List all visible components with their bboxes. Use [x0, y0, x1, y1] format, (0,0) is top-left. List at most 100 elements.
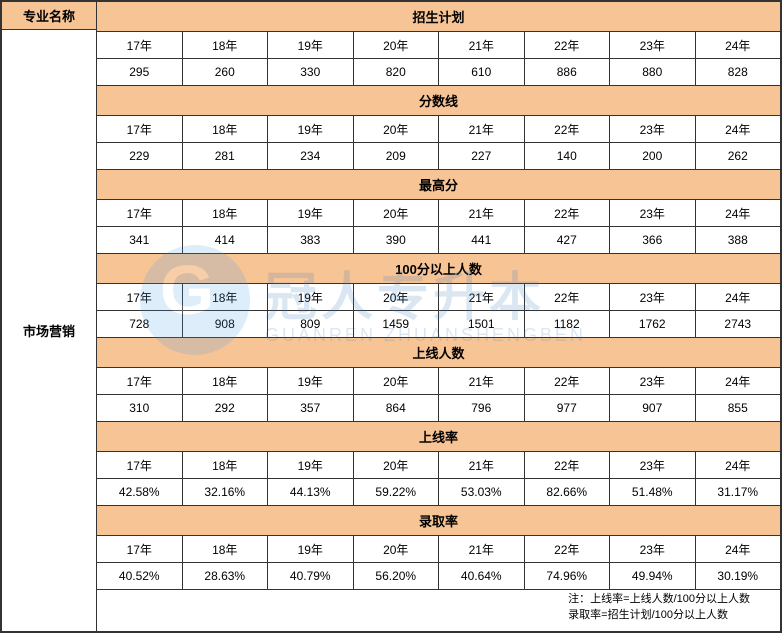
- value-cell-4-3: 864: [354, 395, 440, 421]
- year-cell-6-2: 19年: [268, 536, 354, 562]
- year-cell-0-4: 21年: [439, 32, 525, 58]
- value-cell-3-7: 2743: [696, 311, 781, 337]
- section-header-4: 上线人数: [97, 338, 780, 368]
- left-column: 专业名称 市场营销: [0, 0, 97, 633]
- year-cell-6-6: 23年: [610, 536, 696, 562]
- year-cell-2-6: 23年: [610, 200, 696, 226]
- value-cell-3-0: 728: [97, 311, 183, 337]
- year-cell-1-6: 23年: [610, 116, 696, 142]
- value-cell-0-7: 828: [696, 59, 781, 85]
- value-row-6: 40.52%28.63%40.79%56.20%40.64%74.96%49.9…: [97, 563, 780, 590]
- year-cell-3-1: 18年: [183, 284, 269, 310]
- year-cell-5-1: 18年: [183, 452, 269, 478]
- year-cell-4-2: 19年: [268, 368, 354, 394]
- value-cell-6-5: 74.96%: [525, 563, 611, 589]
- year-cell-6-7: 24年: [696, 536, 781, 562]
- value-cell-3-6: 1762: [610, 311, 696, 337]
- year-cell-2-1: 18年: [183, 200, 269, 226]
- year-row-3: 17年18年19年20年21年22年23年24年: [97, 284, 780, 311]
- value-cell-0-2: 330: [268, 59, 354, 85]
- year-row-0: 17年18年19年20年21年22年23年24年: [97, 32, 780, 59]
- value-cell-5-7: 31.17%: [696, 479, 781, 505]
- value-cell-2-2: 383: [268, 227, 354, 253]
- value-cell-5-4: 53.03%: [439, 479, 525, 505]
- year-cell-2-7: 24年: [696, 200, 781, 226]
- section-header-2: 最高分: [97, 170, 780, 200]
- value-cell-0-6: 880: [610, 59, 696, 85]
- value-cell-1-7: 262: [696, 143, 781, 169]
- year-row-6: 17年18年19年20年21年22年23年24年: [97, 536, 780, 563]
- value-cell-4-1: 292: [183, 395, 269, 421]
- year-cell-3-5: 22年: [525, 284, 611, 310]
- section-header-3: 100分以上人数: [97, 254, 780, 284]
- year-cell-1-0: 17年: [97, 116, 183, 142]
- section-header-0: 招生计划: [97, 2, 780, 32]
- year-cell-0-1: 18年: [183, 32, 269, 58]
- value-cell-6-6: 49.94%: [610, 563, 696, 589]
- year-cell-2-0: 17年: [97, 200, 183, 226]
- value-row-3: 72890880914591501118217622743: [97, 311, 780, 338]
- value-cell-1-2: 234: [268, 143, 354, 169]
- value-cell-2-3: 390: [354, 227, 440, 253]
- year-cell-3-3: 20年: [354, 284, 440, 310]
- value-row-2: 341414383390441427366388: [97, 227, 780, 254]
- year-cell-1-1: 18年: [183, 116, 269, 142]
- value-cell-4-5: 977: [525, 395, 611, 421]
- value-cell-2-5: 427: [525, 227, 611, 253]
- value-row-5: 42.58%32.16%44.13%59.22%53.03%82.66%51.4…: [97, 479, 780, 506]
- value-cell-0-3: 820: [354, 59, 440, 85]
- value-cell-4-6: 907: [610, 395, 696, 421]
- value-cell-4-2: 357: [268, 395, 354, 421]
- value-cell-1-4: 227: [439, 143, 525, 169]
- value-cell-6-4: 40.64%: [439, 563, 525, 589]
- year-cell-5-4: 21年: [439, 452, 525, 478]
- value-cell-3-1: 908: [183, 311, 269, 337]
- value-cell-2-0: 341: [97, 227, 183, 253]
- year-row-1: 17年18年19年20年21年22年23年24年: [97, 116, 780, 143]
- year-cell-4-3: 20年: [354, 368, 440, 394]
- year-cell-0-3: 20年: [354, 32, 440, 58]
- year-cell-2-4: 21年: [439, 200, 525, 226]
- year-cell-5-6: 23年: [610, 452, 696, 478]
- value-cell-2-7: 388: [696, 227, 781, 253]
- value-cell-5-3: 59.22%: [354, 479, 440, 505]
- year-cell-5-7: 24年: [696, 452, 781, 478]
- value-cell-1-0: 229: [97, 143, 183, 169]
- year-cell-3-6: 23年: [610, 284, 696, 310]
- value-cell-5-1: 32.16%: [183, 479, 269, 505]
- value-cell-0-0: 295: [97, 59, 183, 85]
- year-cell-1-3: 20年: [354, 116, 440, 142]
- value-cell-6-2: 40.79%: [268, 563, 354, 589]
- value-cell-2-4: 441: [439, 227, 525, 253]
- year-row-4: 17年18年19年20年21年22年23年24年: [97, 368, 780, 395]
- year-cell-6-5: 22年: [525, 536, 611, 562]
- year-cell-1-7: 24年: [696, 116, 781, 142]
- section-header-1: 分数线: [97, 86, 780, 116]
- year-row-2: 17年18年19年20年21年22年23年24年: [97, 200, 780, 227]
- year-cell-4-1: 18年: [183, 368, 269, 394]
- value-cell-4-7: 855: [696, 395, 781, 421]
- major-name-cell: 市场营销: [2, 30, 97, 633]
- year-cell-1-4: 21年: [439, 116, 525, 142]
- value-cell-3-3: 1459: [354, 311, 440, 337]
- year-cell-0-5: 22年: [525, 32, 611, 58]
- year-cell-3-4: 21年: [439, 284, 525, 310]
- value-cell-6-3: 56.20%: [354, 563, 440, 589]
- year-cell-0-6: 23年: [610, 32, 696, 58]
- value-row-4: 310292357864796977907855: [97, 395, 780, 422]
- year-cell-4-6: 23年: [610, 368, 696, 394]
- major-label-header: 专业名称: [2, 0, 97, 30]
- value-cell-4-4: 796: [439, 395, 525, 421]
- year-cell-0-2: 19年: [268, 32, 354, 58]
- year-cell-2-3: 20年: [354, 200, 440, 226]
- value-cell-0-1: 260: [183, 59, 269, 85]
- year-cell-5-2: 19年: [268, 452, 354, 478]
- section-header-5: 上线率: [97, 422, 780, 452]
- year-cell-4-5: 22年: [525, 368, 611, 394]
- value-cell-5-0: 42.58%: [97, 479, 183, 505]
- section-header-6: 录取率: [97, 506, 780, 536]
- value-cell-4-0: 310: [97, 395, 183, 421]
- value-row-0: 295260330820610886880828: [97, 59, 780, 86]
- year-cell-1-5: 22年: [525, 116, 611, 142]
- value-cell-1-5: 140: [525, 143, 611, 169]
